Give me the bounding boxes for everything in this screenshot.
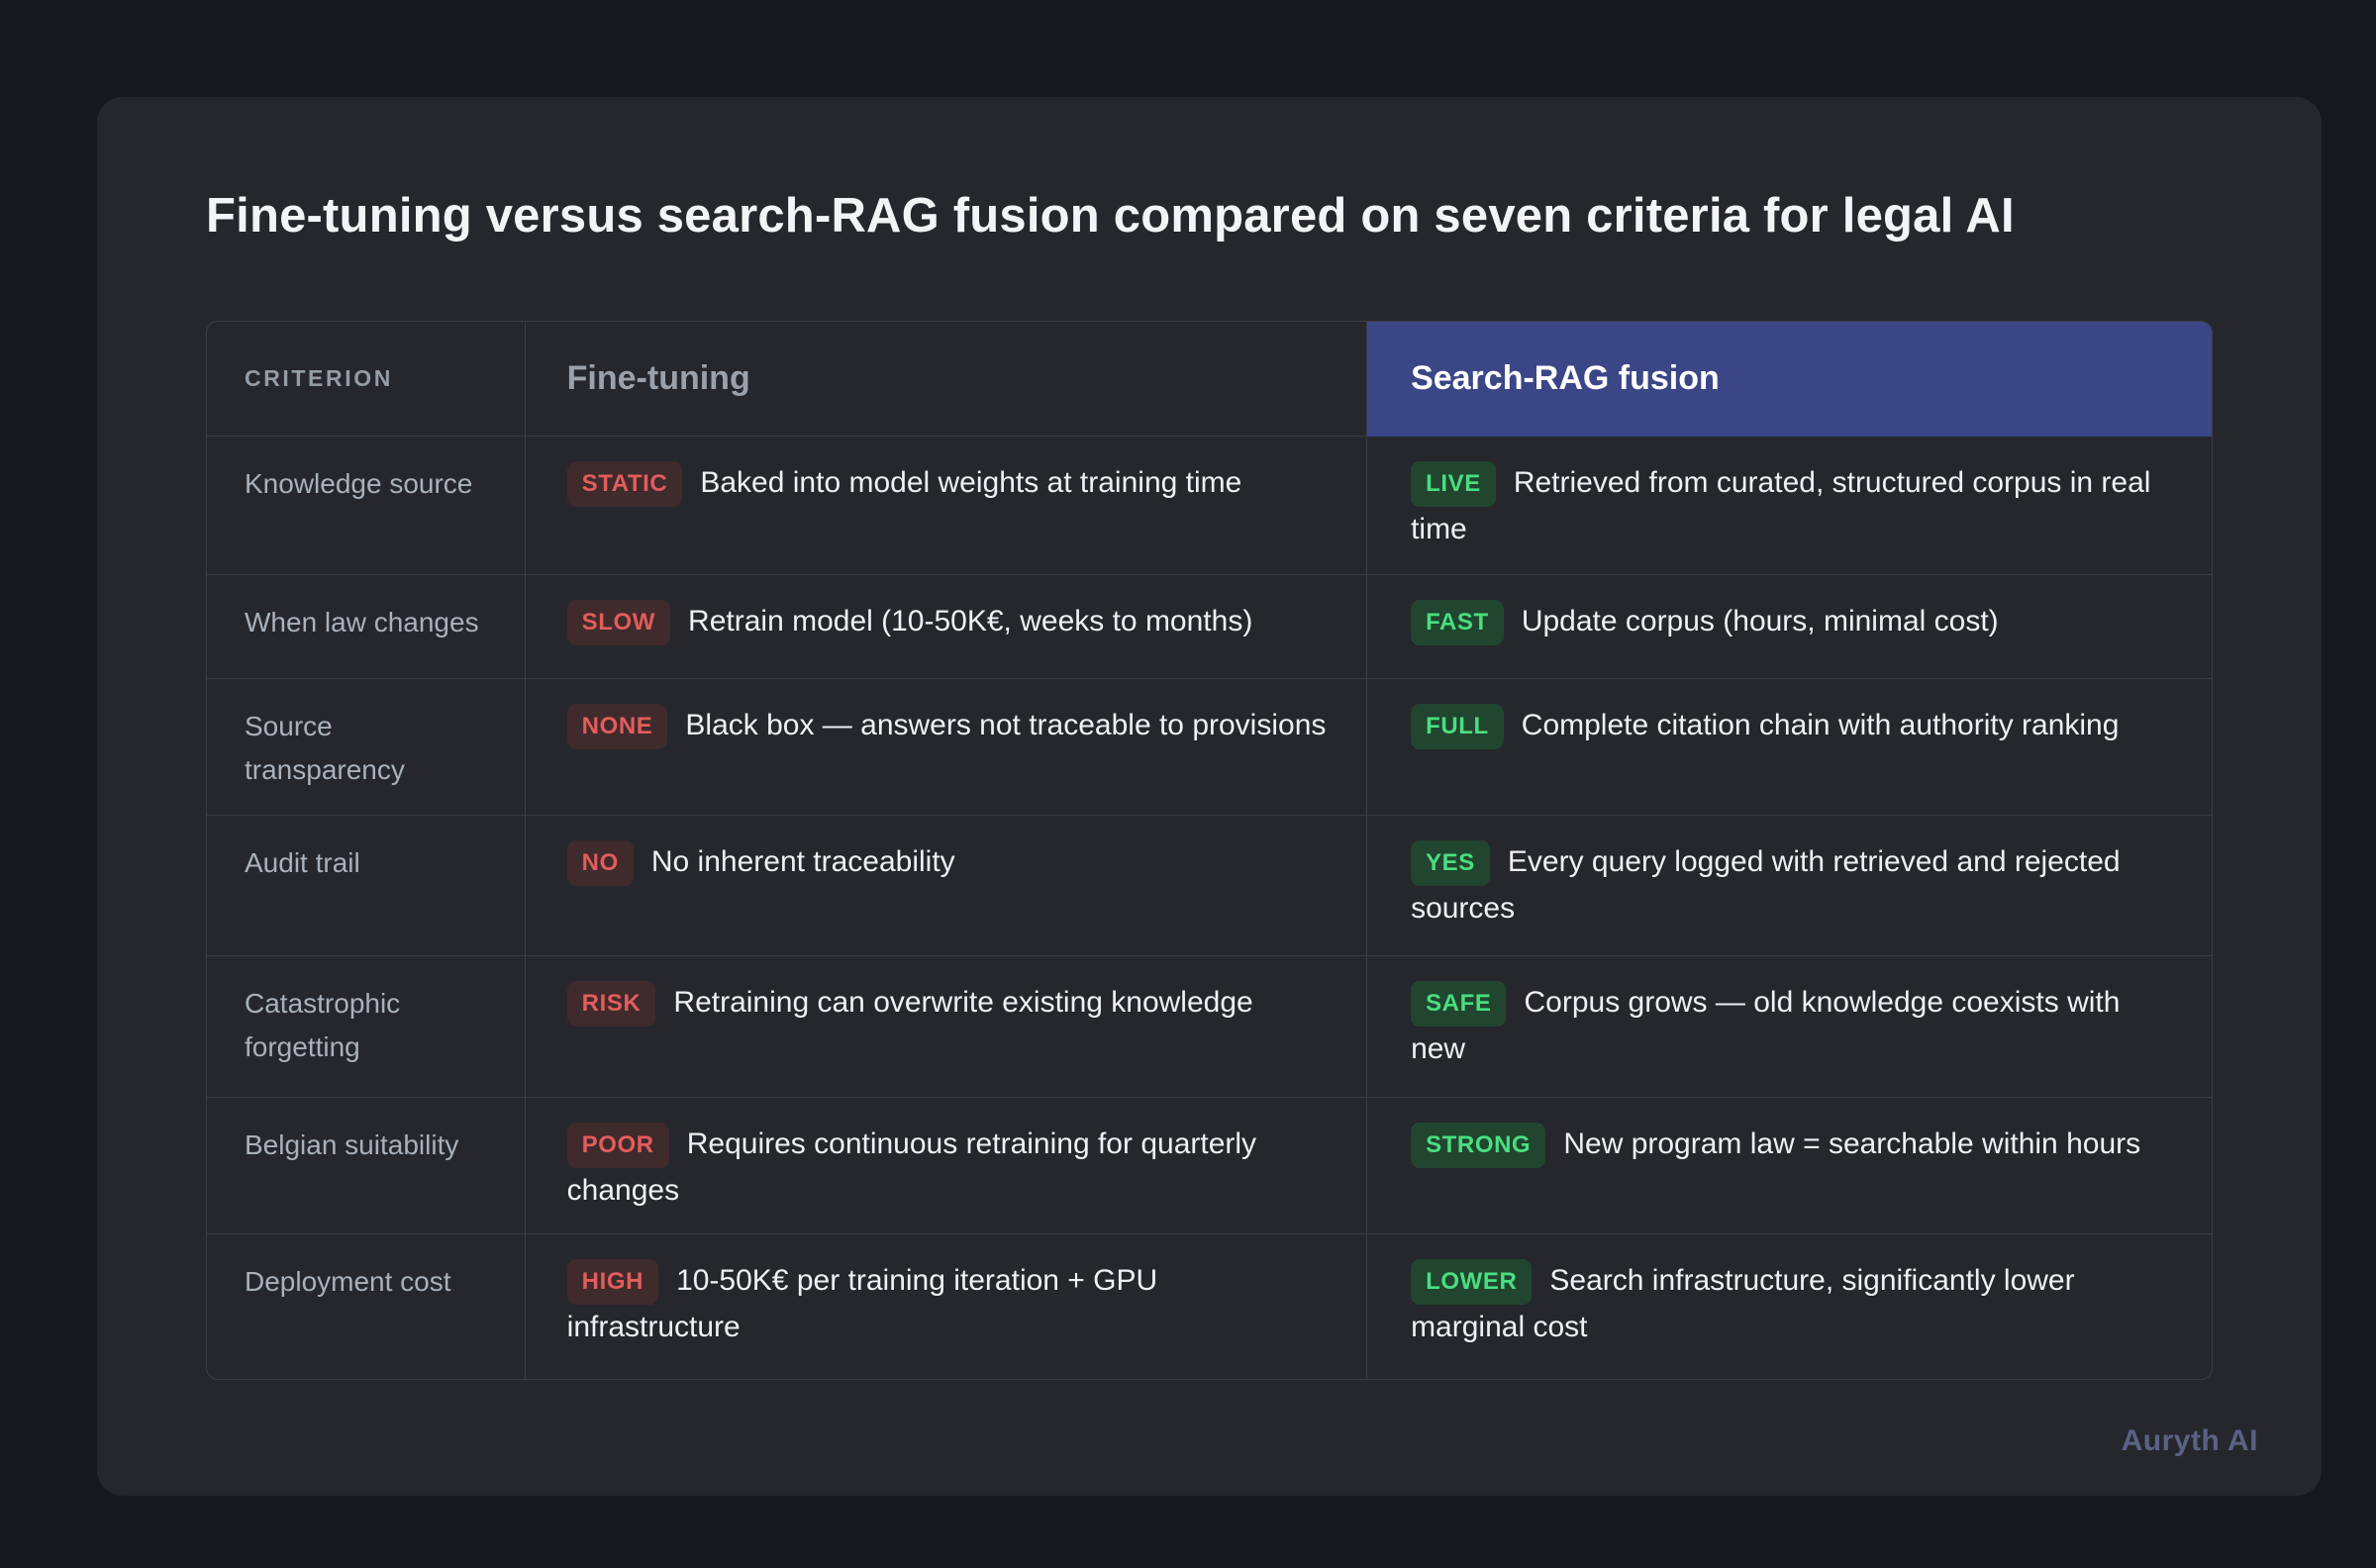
page-title: Fine-tuning versus search-RAG fusion com… (206, 189, 2015, 243)
search-rag-text: Corpus grows — old knowledge coexists wi… (1411, 985, 2121, 1065)
fine-tuning-text: Retrain model (10-50K€, weeks to months) (688, 604, 1253, 637)
table-row: When law changes SLOW Retrain model (10-5… (207, 574, 2212, 679)
comparison-table-wrapper: CRITERION Fine-tuning Search-RAG fusion … (206, 321, 2213, 1380)
search-rag-status-badge: STRONG (1411, 1122, 1546, 1168)
table-row: Deployment cost HIGH 10-50K€ per training… (207, 1233, 2212, 1379)
fine-tuning-text: Retraining can overwrite existing knowle… (673, 985, 1253, 1019)
search-rag-cell: FULL Complete citation chain with authori… (1366, 678, 2212, 816)
table-row: Source transparency NONE Black box — answ… (207, 678, 2212, 816)
search-rag-status-badge: LIVE (1411, 460, 1496, 507)
fine-tuning-status-badge: POOR (566, 1122, 669, 1168)
criterion-cell: Source transparency (207, 678, 526, 816)
search-rag-status-badge: SAFE (1411, 980, 1507, 1027)
brand-label: Auryth AI (2121, 1424, 2258, 1457)
column-header-fine-tuning: Fine-tuning (525, 322, 1368, 437)
search-rag-cell: LIVE Retrieved from curated, structured c… (1366, 436, 2212, 575)
search-rag-cell: SAFE Corpus grows — old knowledge coexist… (1366, 955, 2212, 1098)
search-rag-text: Update corpus (hours, minimal cost) (1521, 604, 1999, 637)
search-rag-text: New program law = searchable within hour… (1563, 1127, 2141, 1160)
fine-tuning-status-badge: RISK (566, 980, 656, 1027)
column-header-criterion: CRITERION (207, 322, 526, 437)
table-body: Knowledge source STATIC Baked into model … (207, 436, 2212, 1379)
table-row: Catastrophic forgetting RISK Retraining c… (207, 955, 2212, 1098)
fine-tuning-cell: HIGH 10-50K€ per training iteration + GPU… (525, 1233, 1368, 1379)
comparison-table: CRITERION Fine-tuning Search-RAG fusion … (207, 322, 2212, 1379)
search-rag-text: Every query logged with retrieved and re… (1411, 844, 2121, 925)
search-rag-cell: YES Every query logged with retrieved and… (1366, 815, 2212, 956)
column-header-search-rag-fusion: Search-RAG fusion (1366, 322, 2212, 437)
search-rag-cell: STRONG New program law = searchable withi… (1366, 1097, 2212, 1234)
search-rag-cell: FAST Update corpus (hours, minimal cost) (1366, 574, 2212, 679)
search-rag-cell: LOWER Search infrastructure, significantl… (1367, 1233, 2212, 1379)
criterion-label: Catastrophic forgetting (245, 987, 401, 1062)
criterion-cell: Catastrophic forgetting (207, 955, 526, 1098)
fine-tuning-text: No inherent traceability (650, 844, 955, 878)
table-row: Knowledge source STATIC Baked into model … (207, 436, 2212, 575)
fine-tuning-status-badge: NONE (566, 703, 668, 749)
search-rag-text: Search infrastructure, significantly low… (1411, 1263, 2075, 1343)
criterion-label: Deployment cost (245, 1265, 451, 1297)
search-rag-status-badge: LOWER (1411, 1258, 1533, 1305)
fine-tuning-text: Black box — answers not traceable to pro… (685, 708, 1327, 741)
fine-tuning-cell: RISK Retraining can overwrite existing kn… (525, 955, 1368, 1098)
fine-tuning-text: Requires continuous retraining for quart… (566, 1127, 1257, 1207)
criterion-cell: Belgian suitability (207, 1097, 526, 1234)
fine-tuning-cell: SLOW Retrain model (10-50K€, weeks to mon… (525, 574, 1368, 679)
criterion-label: Belgian suitability (245, 1128, 459, 1160)
criterion-label: When law changes (245, 606, 479, 637)
search-rag-status-badge: YES (1411, 839, 1490, 886)
header-row: CRITERION Fine-tuning Search-RAG fusion (207, 322, 2212, 437)
fine-tuning-text: Baked into model weights at training tim… (700, 465, 1242, 499)
fine-tuning-status-badge: HIGH (566, 1258, 659, 1305)
search-rag-status-badge: FULL (1411, 703, 1504, 749)
criterion-label: Audit trail (245, 846, 360, 878)
fine-tuning-cell: NO No inherent traceability (525, 815, 1368, 956)
table-header: CRITERION Fine-tuning Search-RAG fusion (207, 322, 2212, 437)
search-rag-text: Complete citation chain with authority r… (1521, 708, 2120, 741)
search-rag-status-badge: FAST (1411, 599, 1504, 645)
comparison-card: Fine-tuning versus search-RAG fusion com… (97, 97, 2322, 1496)
fine-tuning-cell: STATIC Baked into model weights at traini… (525, 436, 1368, 575)
fine-tuning-cell: POOR Requires continuous retraining for q… (525, 1097, 1368, 1234)
fine-tuning-status-badge: NO (566, 839, 634, 886)
criterion-label: Knowledge source (245, 467, 473, 499)
criterion-cell: Deployment cost (207, 1233, 526, 1379)
table-row: Belgian suitability POOR Requires continu… (207, 1097, 2212, 1234)
criterion-label: Source transparency (245, 710, 405, 785)
fine-tuning-status-badge: SLOW (566, 599, 671, 645)
table-row: Audit trail NO No inherent traceability Y… (207, 815, 2212, 956)
fine-tuning-status-badge: STATIC (566, 460, 683, 507)
search-rag-text: Retrieved from curated, structured corpu… (1411, 465, 2151, 545)
fine-tuning-text: 10-50K€ per training iteration + GPU inf… (566, 1263, 1158, 1343)
criterion-cell: Audit trail (207, 815, 526, 956)
criterion-cell: When law changes (207, 574, 526, 679)
fine-tuning-cell: NONE Black box — answers not traceable to… (525, 678, 1368, 816)
criterion-cell: Knowledge source (207, 436, 526, 575)
